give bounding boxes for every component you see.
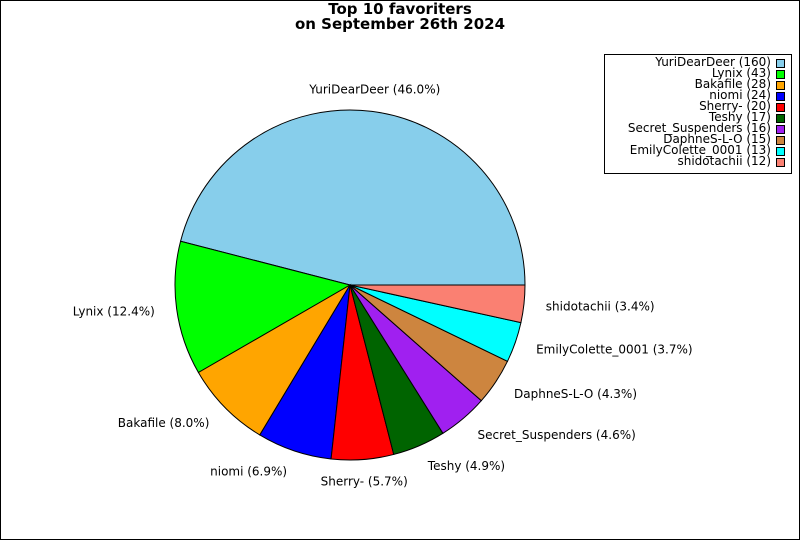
legend-item-8: EmilyColette_0001 (13) (605, 143, 791, 157)
legend-label: Sherry- (20) (699, 99, 771, 113)
legend-swatch (776, 125, 785, 134)
pie-slice-1 (174, 240, 352, 374)
legend-item-9: shidotachii (12) (605, 154, 791, 168)
legend-swatch (776, 81, 785, 90)
pie-slice-2 (197, 283, 352, 436)
legend-swatch (776, 59, 785, 68)
legend-label: Secret_Suspenders (16) (627, 121, 771, 135)
legend-label: shidotachii (12) (677, 154, 771, 168)
legend-item-0: YuriDearDeer (160) (605, 55, 791, 69)
pie-label-9: shidotachii (3.4%) (546, 299, 655, 313)
legend-swatch (776, 158, 785, 167)
pie-labels: YuriDearDeer (46.0%) Lynix (12.4%) Bakafil… (73, 83, 693, 489)
legend-item-3: niomi (24) (605, 88, 791, 102)
legend-swatch (776, 103, 785, 112)
legend-item-6: Secret_Suspenders (16) (605, 121, 791, 135)
pie-label-2: Bakafile (8.0%) (118, 416, 210, 430)
pie-label-5: Teshy (4.9%) (427, 459, 505, 473)
pie-label-0: YuriDearDeer (46.0%) (308, 83, 440, 97)
chart-title-line-1: Top 10 favoriters (328, 0, 472, 18)
legend-swatch (776, 147, 785, 156)
legend-item-2: Bakafile (28) (605, 77, 791, 91)
chart-legend: YuriDearDeer (160) Lynix (43) Bakafile (28… (604, 54, 792, 174)
chart-title-line-2: on September 26th 2024 (294, 15, 506, 33)
pie-slice-0 (179, 109, 526, 286)
legend-item-4: Sherry- (20) (605, 99, 791, 113)
legend-label: Teshy (17) (708, 110, 771, 124)
pie-slice-9 (349, 284, 526, 324)
legend-swatch (776, 92, 785, 101)
pie-label-8: EmilyColette_0001 (3.7%) (536, 343, 692, 357)
legend-label: DaphneS-L-O (15) (663, 132, 771, 146)
legend-item-1: Lynix (43) (605, 66, 791, 80)
legend-list: YuriDearDeer (160) Lynix (43) Bakafile (28… (605, 55, 791, 168)
legend-label: niomi (24) (709, 88, 771, 102)
legend-item-5: Teshy (17) (605, 110, 791, 124)
legend-label: YuriDearDeer (160) (655, 55, 771, 69)
pie-label-4: Sherry- (5.7%) (321, 475, 408, 489)
legend-label: Lynix (43) (711, 66, 771, 80)
legend-item-7: DaphneS-L-O (15) (605, 132, 791, 146)
legend-swatch (776, 136, 785, 145)
legend-label: EmilyColette_0001 (13) (629, 143, 771, 157)
legend-swatch (776, 114, 785, 123)
pie-label-6: Secret_Suspenders (4.6%) (478, 428, 636, 442)
pie-label-3: niomi (6.9%) (210, 465, 287, 479)
chart-title: Top 10 favoriters on September 26th 2024 (0, 2, 800, 32)
legend-label: Bakafile (28) (694, 77, 771, 91)
pie-label-7: DaphneS-L-O (4.3%) (514, 387, 637, 401)
legend-swatch (776, 70, 785, 79)
pie-label-1: Lynix (12.4%) (73, 305, 155, 319)
pie-slices (174, 109, 526, 461)
